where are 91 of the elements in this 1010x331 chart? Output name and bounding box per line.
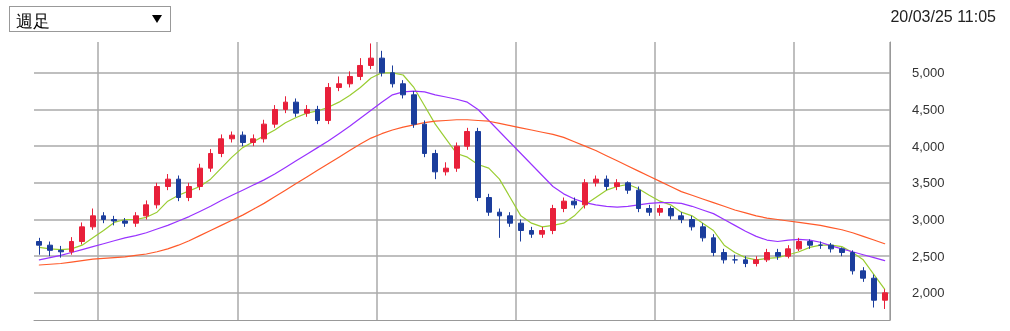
candlestick xyxy=(186,182,192,202)
candlestick xyxy=(839,246,845,257)
candlestick xyxy=(507,211,513,228)
candlestick xyxy=(753,255,759,267)
candlestick xyxy=(283,95,288,114)
candlestick xyxy=(464,127,470,151)
candlestick xyxy=(828,242,834,254)
line-series xyxy=(38,90,886,262)
candlestick xyxy=(732,254,738,265)
candlestick xyxy=(561,197,567,213)
candlestick xyxy=(775,248,781,261)
y-tick-label: 2,000 xyxy=(912,285,945,301)
y-tick-label: 3,500 xyxy=(912,175,945,191)
candlestick xyxy=(582,178,588,210)
candlestick xyxy=(614,178,620,191)
y-tick-label: 5,000 xyxy=(912,65,945,81)
candlestick xyxy=(657,204,663,217)
candlestick xyxy=(36,237,42,256)
candlestick xyxy=(871,274,877,309)
candlestick xyxy=(90,208,96,231)
candlestick xyxy=(743,255,748,268)
candlestick xyxy=(646,204,652,217)
candlestick xyxy=(550,204,556,235)
chart-title: 週足 xyxy=(16,11,50,33)
candlestick xyxy=(796,237,802,252)
candlestick xyxy=(518,219,524,243)
candlestick xyxy=(357,57,363,81)
candlestick xyxy=(539,226,545,239)
line-series xyxy=(38,72,886,290)
candlestick xyxy=(604,175,609,191)
candlestick xyxy=(636,186,641,213)
line-series xyxy=(38,119,886,266)
candlestick xyxy=(133,211,139,228)
candlestick xyxy=(165,173,171,191)
candlestick xyxy=(101,211,106,224)
candlestick xyxy=(475,127,481,202)
candlestick xyxy=(336,75,342,92)
candlestick xyxy=(218,133,224,158)
candlestick xyxy=(593,175,599,187)
candlestick xyxy=(240,130,246,147)
candlestick xyxy=(79,221,85,245)
candlestick xyxy=(764,248,770,263)
candlestick xyxy=(69,236,74,256)
text: 20/03/25 11:05 xyxy=(890,8,996,26)
candlestick xyxy=(293,97,299,118)
candlestick xyxy=(208,148,213,173)
candlestick xyxy=(325,82,331,125)
candlestick xyxy=(882,288,888,310)
candlestick xyxy=(807,238,813,250)
candlestick xyxy=(443,161,449,176)
candlestick xyxy=(721,248,727,265)
candlestick xyxy=(668,205,674,221)
candlestick xyxy=(529,226,534,239)
candlestick xyxy=(700,222,706,243)
candlestick xyxy=(261,119,267,143)
candlestick xyxy=(678,211,684,224)
candlestick xyxy=(432,149,438,180)
candlestick xyxy=(250,133,256,147)
candlestick xyxy=(497,208,502,239)
candlestick xyxy=(785,244,791,259)
candlestick xyxy=(315,105,320,125)
candlestick xyxy=(58,245,64,259)
candlestick xyxy=(379,50,385,77)
candlestick xyxy=(47,241,53,257)
candlestick xyxy=(111,215,117,226)
candlestick xyxy=(176,175,181,202)
candlestick xyxy=(154,182,160,210)
candlestick xyxy=(625,180,631,195)
candlestick xyxy=(411,90,417,129)
candlestick xyxy=(486,193,492,217)
candlestick xyxy=(422,119,427,158)
y-tick-label: 3,000 xyxy=(912,212,945,228)
candlestick xyxy=(347,70,353,88)
y-tick-label: 4,000 xyxy=(912,138,945,154)
candlestick xyxy=(571,197,577,210)
candlestick xyxy=(454,141,460,173)
candlestick xyxy=(143,199,149,221)
candlestick xyxy=(390,64,395,88)
y-tick-label: 2,500 xyxy=(912,248,945,264)
candlestick xyxy=(272,104,278,129)
y-tick-label: 4,500 xyxy=(912,101,945,117)
candlestick xyxy=(850,249,855,276)
candlestick xyxy=(400,79,406,99)
candlestick xyxy=(711,233,716,257)
candlestick xyxy=(229,130,235,143)
candlestick xyxy=(689,215,695,232)
candlestick xyxy=(304,104,310,118)
candlestick xyxy=(368,42,374,70)
candlestick xyxy=(122,217,128,228)
candlestick xyxy=(197,163,203,191)
candlestick xyxy=(860,266,866,283)
